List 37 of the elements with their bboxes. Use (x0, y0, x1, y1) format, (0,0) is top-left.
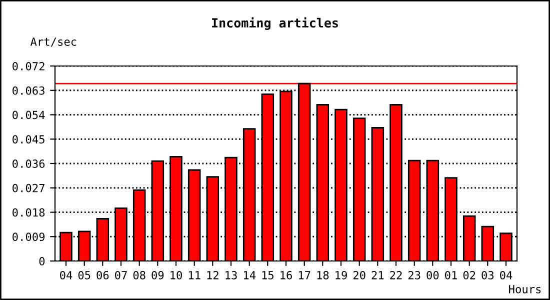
y-tick-label: 0.009 (12, 232, 45, 242)
x-tick-label: 08 (133, 270, 146, 280)
chart-title: Incoming articles (212, 17, 338, 30)
x-tick-label: 04 (500, 270, 512, 280)
x-tick-label: 10 (170, 270, 182, 280)
x-tick-label: 14 (244, 271, 256, 280)
y-tick-label: 0.063 (12, 86, 44, 95)
y-tick-label: 0.045 (12, 135, 44, 144)
x-tick-label: 20 (353, 270, 366, 280)
y-tick-label: 0.018 (12, 208, 45, 217)
x-tick-label: 09 (152, 270, 164, 280)
x-tick-label: 11 (188, 271, 200, 280)
y-tick-label: 0 (39, 257, 45, 266)
x-tick-label: 00 (426, 270, 439, 280)
x-tick-label: 21 (372, 270, 384, 280)
y-tick-label: 0.072 (12, 62, 44, 70)
x-tick-label: 02 (463, 270, 476, 280)
x-tick-label: 01 (445, 270, 457, 280)
x-tick-label: 22 (390, 270, 402, 280)
x-tick-label: 23 (408, 270, 420, 280)
x-tick-label: 12 (207, 270, 218, 280)
x-tick-label: 03 (482, 270, 494, 280)
y-tick-label: 0.027 (12, 184, 44, 192)
x-tick-label: 16 (280, 270, 292, 280)
y-tick-label: 0.036 (12, 160, 45, 168)
x-axis-title: Hours (509, 285, 541, 294)
x-tick-label: 18 (317, 270, 329, 280)
y-tick-label: 0.054 (12, 110, 45, 120)
x-tick-label: 05 (78, 270, 90, 280)
y-axis-title: Art/sec (30, 38, 76, 47)
x-tick-label: 06 (96, 270, 109, 280)
x-tick-label: 04 (60, 270, 72, 280)
x-tick-label: 07 (115, 270, 127, 280)
x-tick-label: 17 (298, 271, 310, 280)
x-tick-label: 19 (336, 270, 347, 280)
x-tick-label: 15 (262, 271, 274, 280)
x-tick-label: 13 (226, 270, 237, 280)
